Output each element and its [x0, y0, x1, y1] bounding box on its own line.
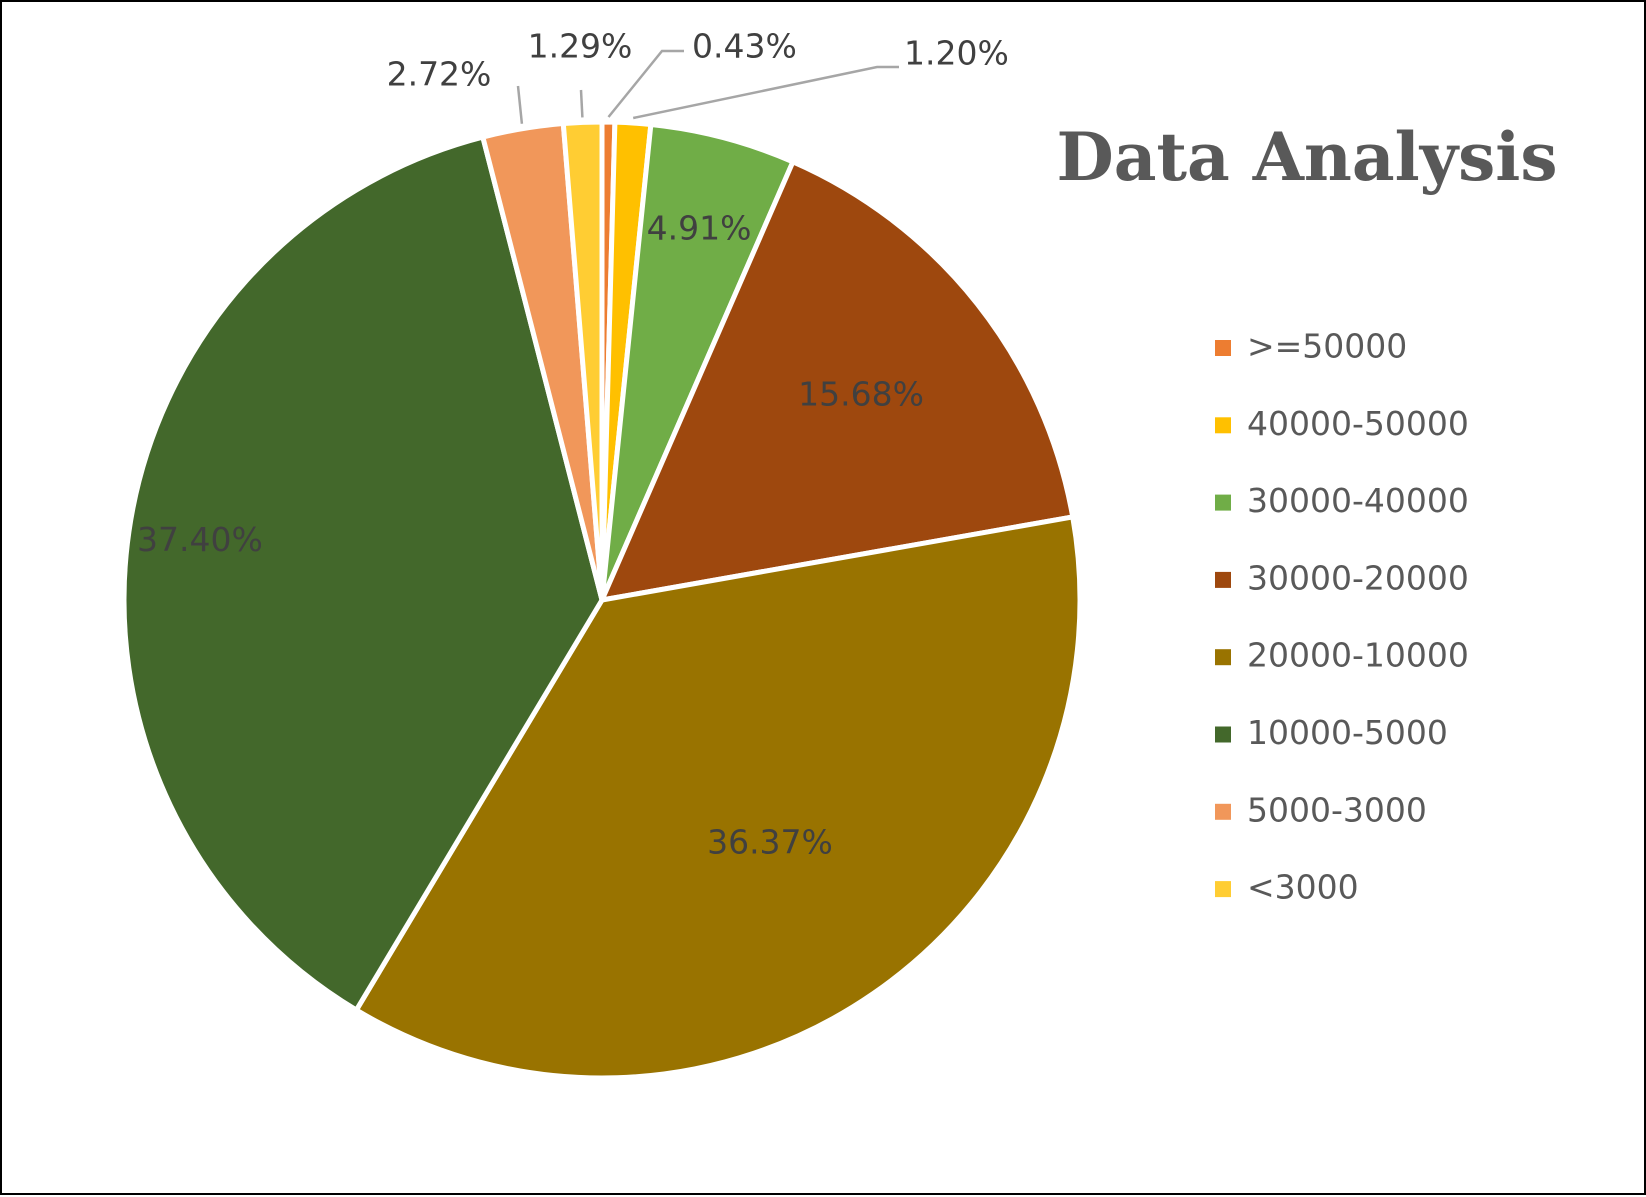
legend-label-5000-3000: 5000-3000 — [1247, 790, 1427, 829]
data-label-10000-5000: 37.40% — [137, 520, 263, 559]
data-label-30000-20000: 15.68% — [798, 374, 924, 413]
leader-line-lt-3000 — [579, 89, 584, 118]
legend-item-30000-20000: 30000-20000 — [1215, 558, 1469, 597]
pie-slice-30000-20000 — [599, 159, 1076, 603]
legend-swatch-lt-3000 — [1215, 881, 1231, 898]
legend-swatch-30000-40000 — [1215, 494, 1231, 511]
leader-line-40000-50000 — [632, 65, 899, 120]
legend-item-40000-50000: 40000-50000 — [1215, 404, 1469, 443]
leader-line-5000-3000 — [516, 85, 524, 124]
chart-title: Data Analysis — [1057, 118, 1558, 196]
leader-lines — [516, 49, 899, 124]
legend-label-40000-50000: 40000-50000 — [1247, 404, 1469, 443]
data-label-gte-50000: 0.43% — [692, 27, 797, 66]
legend-item-30000-40000: 30000-40000 — [1215, 481, 1469, 520]
data-label-40000-50000: 1.20% — [904, 34, 1009, 73]
legend-label-lt-3000: <3000 — [1247, 868, 1359, 907]
legend-swatch-10000-5000 — [1215, 726, 1231, 743]
legend-swatch-5000-3000 — [1215, 803, 1231, 820]
legend-label-10000-5000: 10000-5000 — [1247, 713, 1448, 752]
legend-label-gte-50000: >=50000 — [1247, 327, 1407, 366]
data-label-30000-40000: 4.91% — [647, 209, 752, 248]
legend: >=50000 40000-50000 30000-40000 30000-20000… — [1215, 327, 1469, 907]
legend-label-30000-20000: 30000-20000 — [1247, 558, 1469, 597]
pie-slice-10000-5000 — [121, 134, 605, 1013]
legend-item-20000-10000: 20000-10000 — [1215, 636, 1469, 675]
pie-slice-lt-3000 — [560, 119, 605, 603]
legend-swatch-40000-50000 — [1215, 417, 1231, 434]
data-label-5000-3000: 2.72% — [387, 55, 492, 94]
legend-item-lt-3000: <3000 — [1215, 868, 1359, 907]
pie-slices — [121, 119, 1083, 1081]
legend-label-30000-40000: 30000-40000 — [1247, 481, 1469, 520]
legend-item-10000-5000: 10000-5000 — [1215, 713, 1448, 752]
legend-swatch-20000-10000 — [1215, 649, 1231, 666]
data-label-lt-3000: 1.29% — [528, 27, 633, 66]
legend-item-5000-3000: 5000-3000 — [1215, 790, 1427, 829]
data-label-20000-10000: 36.37% — [707, 823, 833, 862]
pie-slice-20000-10000 — [353, 514, 1083, 1081]
leader-line-gte-50000 — [607, 49, 684, 118]
legend-swatch-30000-20000 — [1215, 571, 1231, 588]
data-labels: 0.43% 1.20% 4.91% 15.68% 36.37% 37.40% 2.72% 1.… — [137, 27, 1009, 862]
pie-slice-30000-40000 — [599, 122, 796, 603]
legend-swatch-gte-50000 — [1215, 340, 1231, 356]
legend-item-gte-50000: >=50000 — [1215, 327, 1407, 366]
legend-label-20000-10000: 20000-10000 — [1247, 636, 1469, 675]
